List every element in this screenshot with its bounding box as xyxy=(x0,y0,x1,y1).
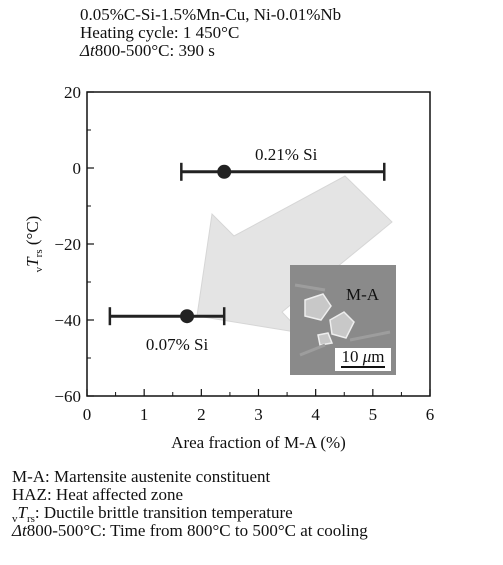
footnote-part: M-A: Martensite austenite constituent xyxy=(12,467,271,486)
y-axis-title-part: rs xyxy=(33,249,45,257)
header-line-part: 0.05%C-Si-1.5%Mn-Cu, Ni-0.01%Nb xyxy=(80,5,341,24)
x-tick-label: 1 xyxy=(140,405,149,424)
header-line: 0.05%C-Si-1.5%Mn-Cu, Ni-0.01%Nb xyxy=(80,5,341,24)
footnote: vTrs: Ductile brittle transition tempera… xyxy=(12,503,293,525)
inset-scale-label-part: m xyxy=(371,347,384,366)
y-axis-title: vTrs (°C) xyxy=(23,216,45,273)
y-tick-label: −40 xyxy=(54,311,81,330)
point-label: 0.21% Si xyxy=(255,145,318,164)
point xyxy=(180,309,195,324)
inset-scale-label-part: μ xyxy=(362,347,372,366)
y-axis-title-part: (°C) xyxy=(23,216,42,250)
x-axis-title: Area fraction of M-A (%) xyxy=(171,433,346,452)
point-label: 0.07% Si xyxy=(146,335,209,354)
x-tick-label: 2 xyxy=(197,405,206,424)
header-line: Δt800-500°C: 390 s xyxy=(79,41,215,60)
header-line-part: 800-500°C: 390 s xyxy=(95,41,215,60)
y-tick-label: −20 xyxy=(54,235,81,254)
y-tick-label: 20 xyxy=(64,83,81,102)
y-tick-label: 0 xyxy=(73,159,82,178)
inset-scale-label: 10 μm xyxy=(341,347,384,366)
inset-micrograph xyxy=(290,265,396,375)
header-line-part: Δt xyxy=(79,41,96,60)
trend-arrow xyxy=(196,175,393,334)
footnote-part: v xyxy=(12,513,18,525)
footnote-part: rs xyxy=(27,513,35,525)
footnote: HAZ: Heat affected zone xyxy=(12,485,183,504)
x-tick-label: 3 xyxy=(254,405,263,424)
header-line-part: Heating cycle: 1 450°C xyxy=(80,23,239,42)
x-tick-label: 5 xyxy=(369,405,378,424)
footnote: M-A: Martensite austenite constituent xyxy=(12,467,271,486)
x-tick-label: 0 xyxy=(83,405,92,424)
footnote: Δt800-500°C: Time from 800°C to 500°C at… xyxy=(11,521,368,540)
point xyxy=(217,164,232,179)
footnote-part: 800-500°C: Time from 800°C to 500°C at c… xyxy=(27,521,369,540)
y-axis-title-part: v xyxy=(33,266,45,272)
y-axis-title-part: T xyxy=(23,256,42,267)
y-tick-label: −60 xyxy=(54,387,81,406)
header-line: Heating cycle: 1 450°C xyxy=(80,23,239,42)
inset-label: M-A xyxy=(346,285,380,304)
footnote-part: Δt xyxy=(11,521,28,540)
x-tick-label: 4 xyxy=(311,405,320,424)
footnote-part: : Ductile brittle transition temperature xyxy=(35,503,293,522)
inset-scale-label-part: 10 xyxy=(341,347,362,366)
x-tick-label: 6 xyxy=(426,405,435,424)
footnote-part: T xyxy=(18,503,29,522)
footnote-part: HAZ: Heat affected zone xyxy=(12,485,183,504)
